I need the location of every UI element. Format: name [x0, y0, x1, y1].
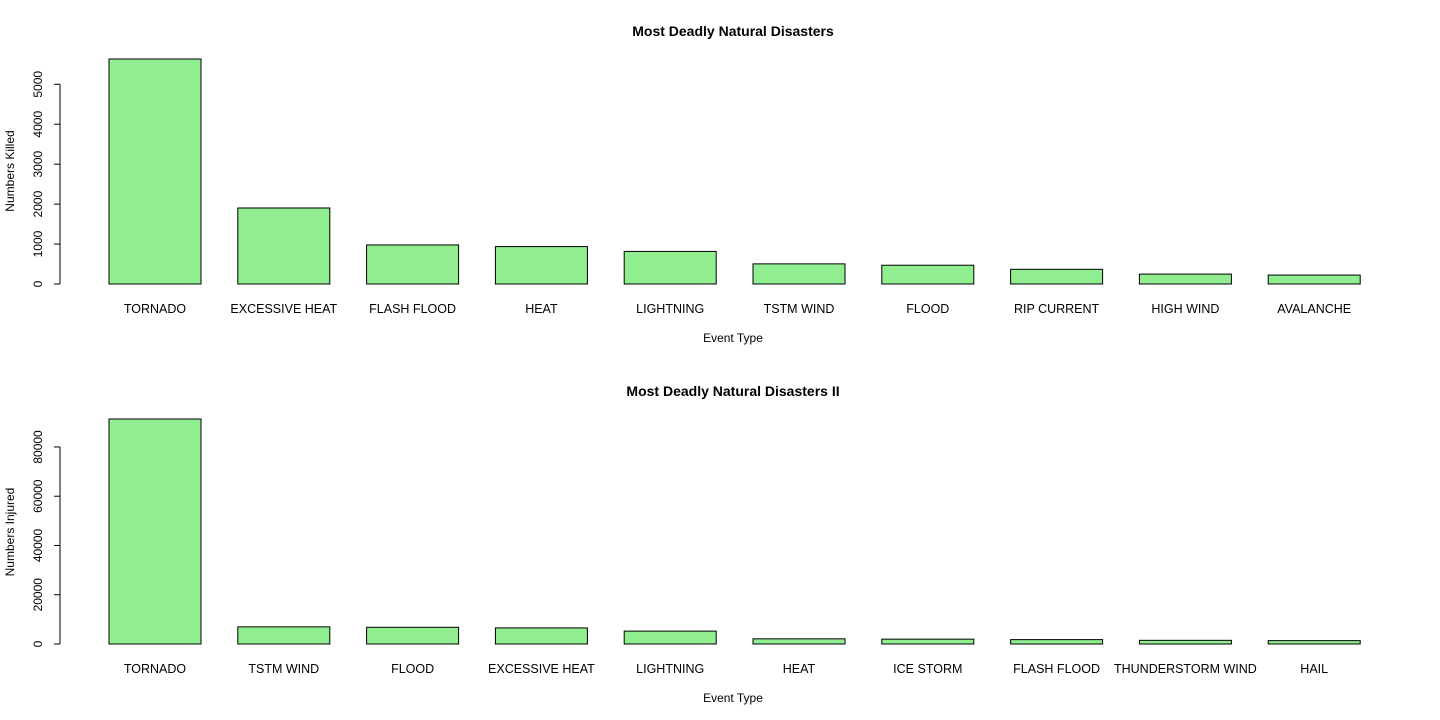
category-label: FLASH FLOOD [369, 302, 456, 316]
bar-ice-storm [881, 638, 975, 645]
y-tick-label: 0 [31, 640, 45, 647]
bar-excessive-heat [237, 207, 331, 285]
bar-tornado [108, 418, 202, 645]
category-label: EXCESSIVE HEAT [488, 662, 595, 676]
category-label: TORNADO [124, 662, 187, 676]
category-label: EXCESSIVE HEAT [230, 302, 337, 316]
y-tick-label: 0 [31, 280, 45, 287]
category-label: TORNADO [124, 302, 187, 316]
category-label: HEAT [525, 302, 558, 316]
category-label: LIGHTNING [636, 662, 704, 676]
bar-lightning [623, 630, 717, 645]
bar-avalanche [1267, 274, 1361, 285]
y-ticks: 0 1000 2000 3000 4000 5000 [31, 71, 60, 287]
bar-rip-current [1010, 268, 1104, 285]
bar-tstm-wind [237, 626, 331, 645]
y-tick-label: 40000 [31, 528, 45, 562]
y-tick-label: 2000 [31, 190, 45, 217]
chart-killed: Most Deadly Natural Disasters Numbers Ki… [3, 23, 1361, 345]
chart-title: Most Deadly Natural Disasters [632, 23, 834, 39]
bar-flood [881, 264, 975, 285]
bars [108, 58, 1361, 285]
bar-excessive-heat [494, 627, 588, 645]
bar-hail [1267, 640, 1361, 645]
y-axis-label: Numbers Injured [3, 488, 17, 577]
x-axis-label: Event Type [703, 331, 763, 345]
category-labels: TORNADO TSTM WIND FLOOD EXCESSIVE HEAT LIGHT… [124, 662, 1328, 676]
category-label: FLOOD [391, 662, 434, 676]
category-label: TSTM WIND [764, 302, 835, 316]
bar-lightning [623, 250, 717, 285]
bar-heat [752, 638, 846, 645]
y-tick-label: 60000 [31, 479, 45, 513]
chart-injured: Most Deadly Natural Disasters II Numbers… [3, 383, 1361, 705]
bar-tornado [108, 58, 202, 285]
bar-high-wind [1138, 273, 1232, 285]
y-tick-label: 80000 [31, 430, 45, 464]
category-label: FLOOD [906, 302, 949, 316]
category-label: TSTM WIND [248, 662, 319, 676]
y-tick-label: 3000 [31, 151, 45, 178]
category-label: HAIL [1300, 662, 1328, 676]
bars [108, 418, 1361, 645]
bar-thunderstorm-wind [1138, 639, 1232, 645]
category-label: LIGHTNING [636, 302, 704, 316]
bar-flash-flood [1010, 639, 1104, 645]
x-axis-label: Event Type [703, 691, 763, 705]
y-ticks: 0 20000 40000 60000 80000 [31, 430, 60, 647]
y-tick-label: 1000 [31, 230, 45, 257]
bar-flash-flood [366, 244, 460, 285]
category-label: RIP CURRENT [1014, 302, 1100, 316]
category-label: HEAT [783, 662, 816, 676]
y-axis-label: Numbers Killed [3, 130, 17, 211]
category-label: AVALANCHE [1277, 302, 1351, 316]
category-labels: TORNADO EXCESSIVE HEAT FLASH FLOOD HEAT LIGH… [124, 302, 1351, 316]
bar-heat [494, 246, 588, 285]
category-label: HIGH WIND [1151, 302, 1219, 316]
category-label: FLASH FLOOD [1013, 662, 1100, 676]
y-tick-label: 20000 [31, 578, 45, 612]
y-tick-label: 4000 [31, 111, 45, 138]
y-tick-label: 5000 [31, 71, 45, 98]
bar-flood [366, 626, 460, 645]
chart-title: Most Deadly Natural Disasters II [626, 383, 839, 399]
category-label: ICE STORM [893, 662, 962, 676]
bar-tstm-wind [752, 263, 846, 285]
category-label: THUNDERSTORM WIND [1114, 662, 1257, 676]
